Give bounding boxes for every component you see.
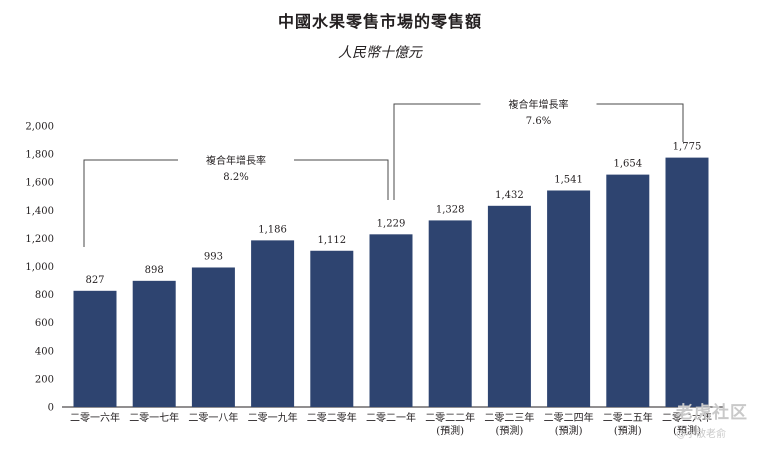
bar: [665, 157, 709, 407]
bar-value-label: 1,654: [613, 159, 642, 170]
watermark: 老虎社区 @小散老俞: [676, 398, 748, 440]
bar: [606, 174, 650, 407]
bar-value-label: 1,229: [377, 218, 406, 229]
cagr-value: 8.2%: [223, 172, 248, 183]
y-tick-label: 1,800: [25, 150, 54, 161]
cagr-bracket-right: [596, 103, 684, 142]
bar-value-label: 898: [145, 265, 164, 276]
x-category-label: 二零二三年: [484, 411, 534, 424]
x-category-label: 二零一六年: [70, 411, 120, 424]
x-category-forecast-label: (預測): [436, 424, 464, 437]
bar: [73, 290, 117, 407]
bar: [428, 220, 472, 407]
cagr-value: 7.6%: [526, 116, 551, 127]
y-tick-label: 800: [35, 290, 54, 301]
y-tick-label: 600: [35, 318, 54, 329]
bar: [191, 267, 235, 407]
y-tick-label: 1,600: [25, 178, 54, 189]
x-category-label: 二零一九年: [248, 411, 298, 424]
x-category-label: 二零一八年: [188, 411, 238, 424]
bar: [369, 234, 413, 407]
y-tick-label: 0: [48, 403, 54, 414]
x-category-label: 二零二六年: [662, 411, 712, 424]
chart-title: 中國水果零售市場的零售額: [277, 12, 482, 31]
cagr-bracket-right: [294, 159, 389, 200]
bar-value-label: 827: [85, 275, 104, 286]
bar-value-label: 1,541: [554, 174, 583, 185]
x-category-forecast-label: (預測): [673, 424, 701, 437]
y-tick-label: 1,200: [25, 234, 54, 245]
y-tick-label: 2,000: [25, 122, 54, 133]
x-category-label: 二零二一年: [366, 411, 416, 424]
bar: [132, 280, 176, 407]
x-category-forecast-label: (預測): [614, 424, 642, 437]
bar: [310, 250, 354, 407]
x-category-label: 二零二零年: [307, 411, 357, 424]
x-category-forecast-label: (預測): [555, 424, 583, 437]
bar-value-label: 1,112: [317, 235, 346, 246]
bar-value-label: 1,432: [495, 190, 524, 201]
cagr-bracket-left: [393, 103, 481, 200]
x-category-forecast-label: (預測): [495, 424, 523, 437]
y-tick-label: 200: [35, 374, 54, 385]
bar-value-label: 1,775: [673, 142, 702, 153]
watermark-author: @小散老俞: [676, 429, 726, 440]
bar: [251, 240, 295, 407]
x-category-label: 二零一七年: [129, 411, 179, 424]
bar-value-label: 1,186: [258, 224, 287, 235]
y-tick-label: 1,400: [25, 206, 54, 217]
chart-subtitle: 人民幣十億元: [338, 45, 422, 61]
watermark-logo-text: 老虎社区: [676, 403, 748, 423]
bar: [547, 190, 591, 407]
cagr-label: 複合年增長率: [509, 98, 569, 111]
bar: [487, 205, 531, 407]
y-tick-label: 400: [35, 346, 54, 357]
cagr-label: 複合年增長率: [206, 154, 266, 167]
y-tick-label: 1,000: [25, 262, 54, 273]
bar-value-label: 1,328: [436, 204, 465, 215]
x-category-label: 二零二四年: [544, 411, 594, 424]
bar-value-label: 993: [204, 251, 223, 262]
x-category-label: 二零二五年: [603, 411, 653, 424]
cagr-bracket-left: [83, 159, 178, 247]
x-category-label: 二零二二年: [425, 411, 475, 424]
